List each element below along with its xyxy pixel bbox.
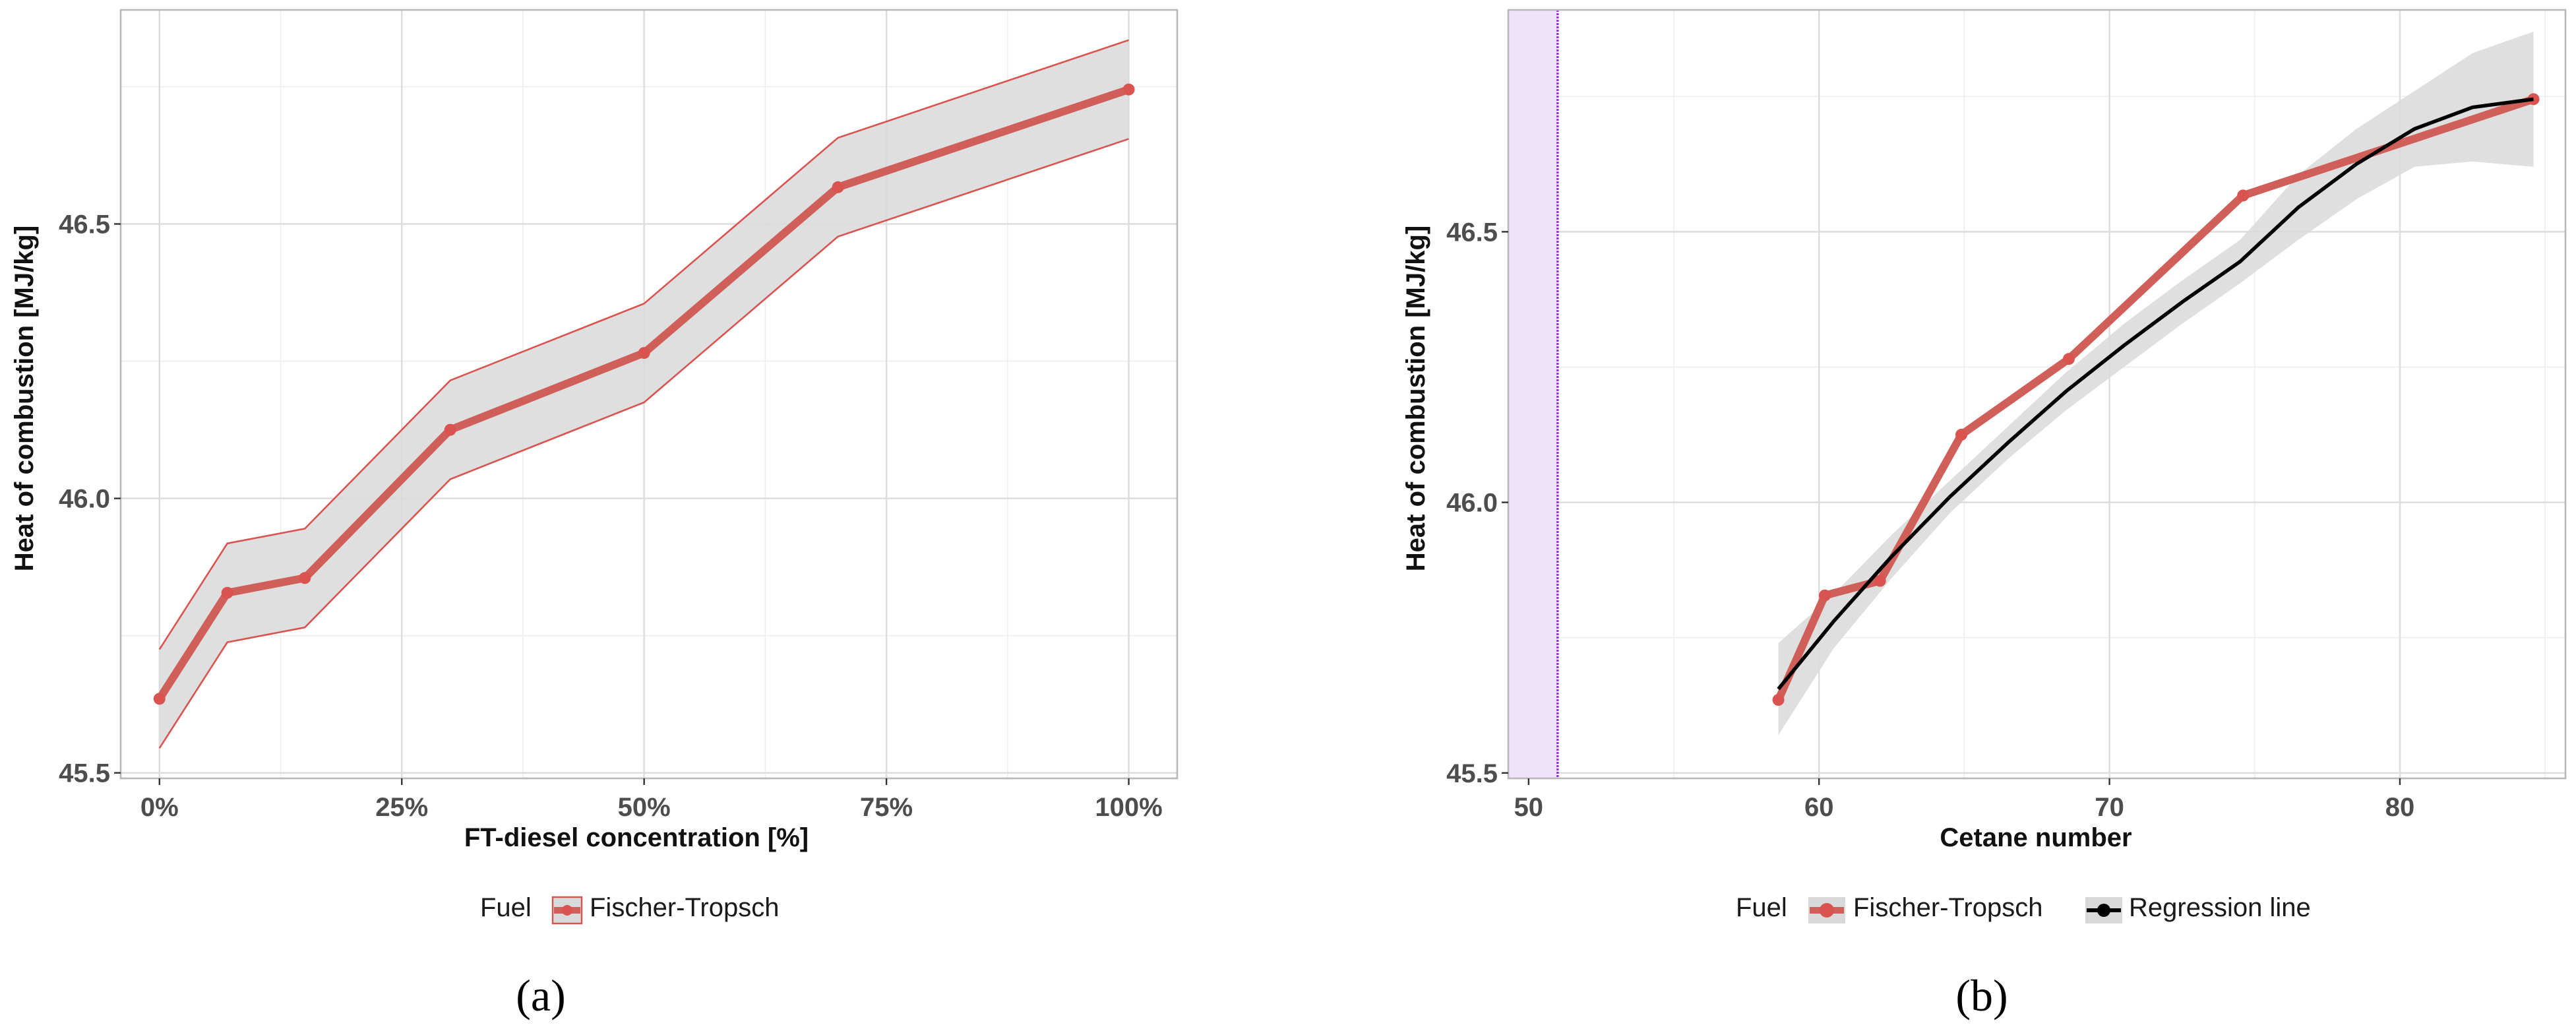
legend-title: Fuel [1736, 893, 1787, 922]
legend-key-regression-line [2085, 897, 2122, 923]
plot-area: 0% 25% 50% 75% 100% 45.5 46.0 46.5 [59, 9, 1179, 822]
regression-confidence-band [1778, 31, 2534, 735]
x-tick-label: 75% [860, 793, 913, 822]
legend-key-point [1820, 903, 1834, 918]
data-point [153, 693, 166, 705]
panel-border [1507, 9, 2567, 780]
x-axis-title: Cetane number [1940, 823, 2131, 852]
x-axis-title: FT-diesel concentration [%] [464, 823, 809, 852]
regression-line [1777, 97, 2534, 691]
y-tick-label: 46.5 [59, 210, 110, 239]
x-tick-label: 70 [2095, 793, 2124, 822]
data-point [221, 586, 233, 599]
cetane-reference-band [1508, 10, 1558, 778]
y-axis-title: Heat of combustion [MJ/kg] [1401, 226, 1430, 571]
legend-key-fischer-tropsch [551, 896, 583, 925]
plot-area: 50 60 70 80 45.5 46.0 46.5 [1446, 9, 2567, 822]
data-point [1874, 575, 1886, 587]
legend-key-fischer-tropsch [1808, 897, 1845, 923]
x-tick-label: 0% [140, 793, 179, 822]
legend-key-point [2097, 904, 2110, 917]
y-axis-title: Heat of combustion [MJ/kg] [10, 226, 39, 571]
ribbon-upper-line [158, 39, 1129, 650]
y-tick-label: 45.5 [59, 759, 110, 788]
y-tick-label: 46.5 [1446, 218, 1498, 247]
legend-key-point [562, 905, 572, 916]
panel-caption: (a) [516, 970, 565, 1020]
x-tick-label: 60 [1804, 793, 1834, 822]
x-tick-label: 80 [2385, 793, 2415, 822]
data-point [832, 181, 844, 193]
x-tick-label: 25% [375, 793, 428, 822]
ribbon-lower-line [158, 138, 1129, 749]
data-point [1122, 83, 1135, 96]
panel-caption: (b) [1955, 970, 2008, 1020]
y-tick-label: 46.0 [1446, 489, 1498, 518]
legend-entry-fischer-tropsch: Fischer-Tropsch [1853, 893, 2042, 922]
confidence-ribbon [159, 40, 1129, 749]
panel-a: 0% 25% 50% 75% 100% 45.5 46.0 46.5 FT-diesel co… [10, 9, 1179, 1020]
data-point [299, 572, 311, 584]
data-point [638, 347, 650, 359]
panel-border [119, 9, 1179, 780]
x-tick-label: 50% [618, 793, 671, 822]
data-point [1955, 429, 1967, 441]
legend-title: Fuel [480, 893, 532, 922]
data-point [1772, 694, 1785, 706]
data-point [1819, 589, 1831, 602]
legend-entry-fischer-tropsch: Fischer-Tropsch [590, 893, 779, 922]
y-tick-label: 45.5 [1446, 759, 1498, 788]
panel-b: 50 60 70 80 45.5 46.0 46.5 Cetane number Heat … [1401, 9, 2567, 1020]
x-tick-label: 50 [1514, 793, 1544, 822]
x-tick-label: 100% [1095, 793, 1162, 822]
data-point [2062, 353, 2075, 365]
data-point [444, 423, 456, 436]
data-point [2237, 189, 2250, 202]
y-tick-label: 46.0 [59, 485, 110, 514]
legend-entry-regression-line: Regression line [2129, 893, 2311, 922]
